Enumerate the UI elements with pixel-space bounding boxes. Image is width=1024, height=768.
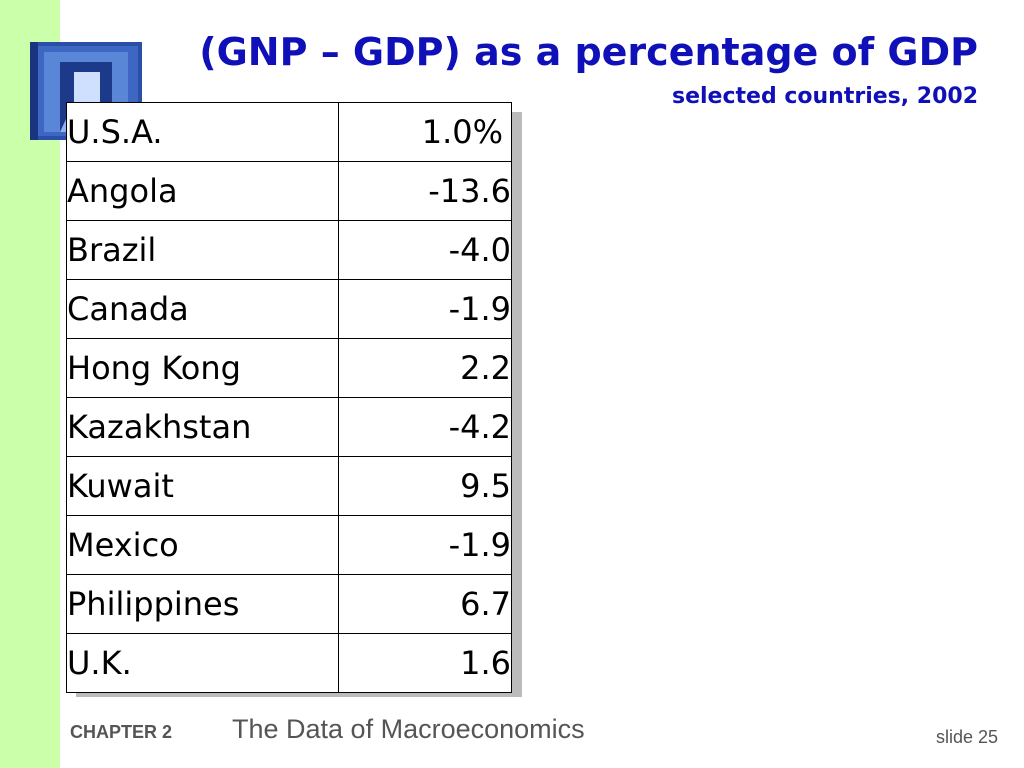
footer-subject: The Data of Macroeconomics: [232, 714, 585, 744]
country-cell: Angola: [66, 161, 339, 221]
table-row: Mexico -1.9: [66, 515, 513, 575]
slide-subtitle: selected countries, 2002: [671, 84, 978, 109]
country-cell: U.S.A.: [66, 102, 339, 162]
value-cell: 9.5: [337, 456, 513, 516]
table-row: U.K. 1.6: [66, 633, 513, 693]
table-row: Canada -1.9: [66, 279, 513, 339]
country-cell: U.K.: [66, 633, 339, 693]
value-cell: 1.6: [337, 633, 513, 693]
table-row: Philippines 6.7: [66, 574, 513, 634]
country-cell: Kuwait: [66, 456, 339, 516]
value-cell: 2.2: [337, 338, 513, 398]
country-cell: Canada: [66, 279, 339, 339]
country-cell: Hong Kong: [66, 338, 339, 398]
table-row: Brazil -4.0: [66, 220, 513, 280]
value-cell: -1.9: [337, 515, 513, 575]
country-cell: Brazil: [66, 220, 339, 280]
country-cell: Mexico: [66, 515, 339, 575]
value-cell: -4.0: [337, 220, 513, 280]
footer-chapter: CHAPTER 2: [70, 722, 173, 742]
value-cell: -13.6: [337, 161, 513, 221]
table-row: U.S.A. 1.0%: [66, 102, 513, 162]
value-cell: 1.0%: [337, 102, 513, 162]
table-row: Angola -13.6: [66, 161, 513, 221]
value-cell: 6.7: [337, 574, 513, 634]
country-table: U.S.A. 1.0% Angola -13.6 Brazil -4.0 Can…: [66, 102, 513, 693]
footer-slide-number: slide 25: [935, 727, 998, 747]
table-row: Kazakhstan -4.2: [66, 397, 513, 457]
value-cell: -4.2: [337, 397, 513, 457]
value-cell: -1.9: [337, 279, 513, 339]
table-row: Kuwait 9.5: [66, 456, 513, 516]
country-cell: Philippines: [66, 574, 339, 634]
slide-title: (GNP – GDP) as a percentage of GDP: [199, 30, 978, 74]
country-cell: Kazakhstan: [66, 397, 339, 457]
table-row: Hong Kong 2.2: [66, 338, 513, 398]
table-container: U.S.A. 1.0% Angola -13.6 Brazil -4.0 Can…: [66, 102, 522, 697]
